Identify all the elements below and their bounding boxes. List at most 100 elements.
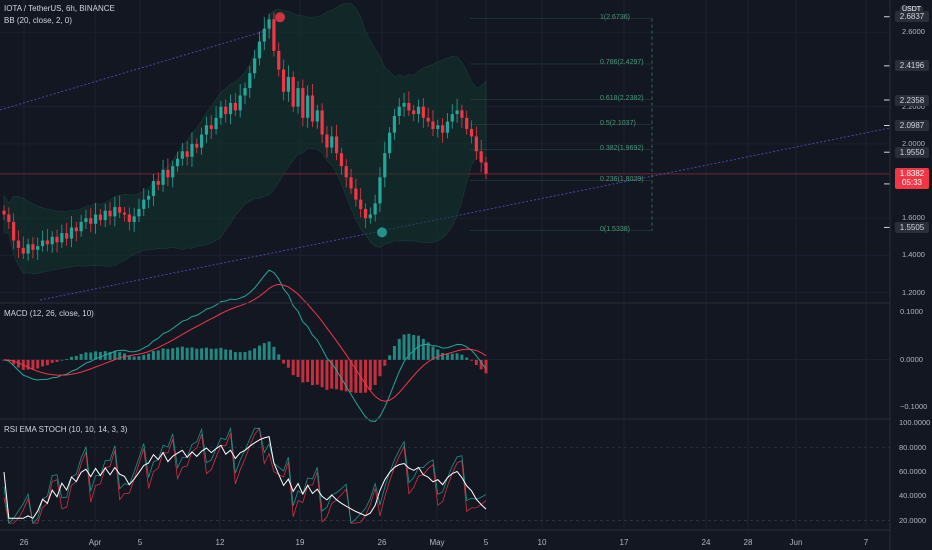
rsi-tick-label: 20.0000: [899, 515, 927, 525]
macd-histogram-bar: [484, 359, 488, 374]
rsi-line: [3, 436, 487, 519]
macd-histogram-bar: [214, 348, 218, 360]
macd-histogram-bar: [180, 346, 184, 360]
macd-histogram-bar: [392, 345, 396, 360]
macd-histogram-bar: [171, 348, 175, 360]
macd-tick-label: 0.0000: [900, 354, 923, 364]
candle-body: [441, 125, 445, 133]
macd-histogram-bar: [79, 354, 83, 360]
candle-body: [118, 207, 122, 213]
macd-histogram-bar: [354, 359, 358, 393]
time-tick-label: 5: [137, 538, 143, 547]
candle-body: [474, 136, 478, 152]
candle-body: [383, 153, 387, 178]
time-tick-label: 28: [743, 538, 753, 547]
macd-histogram-bar: [137, 356, 141, 360]
price-level-marker: 2.2358: [895, 94, 929, 106]
macd-histogram-bar: [426, 342, 430, 360]
candle-body: [65, 233, 69, 239]
candle-body: [156, 181, 160, 185]
candle-body: [436, 125, 440, 129]
candle-body: [431, 121, 435, 129]
macd-histogram-bar: [94, 351, 98, 360]
candle-body: [238, 95, 242, 111]
macd-legend[interactable]: MACD (12, 26, close, 10): [4, 309, 98, 318]
swing-high-marker: [275, 12, 285, 23]
macd-histogram-bar: [378, 359, 382, 377]
macd-histogram-bar: [185, 347, 189, 360]
macd-histogram-bar: [36, 359, 40, 369]
rsi-title[interactable]: RSI EMA STOCH (10, 10, 14, 3, 3): [4, 425, 128, 434]
candle-body: [190, 143, 194, 157]
bb-title[interactable]: BB (20, close, 2, 0): [4, 16, 73, 25]
rsi-legend[interactable]: RSI EMA STOCH (10, 10, 14, 3, 3): [4, 425, 131, 434]
macd-histogram-bar: [310, 359, 314, 386]
macd-histogram-bar: [108, 351, 112, 360]
candle-body: [195, 143, 199, 148]
candle-body: [277, 50, 281, 70]
candle-body: [16, 240, 21, 248]
candle-body: [151, 181, 156, 196]
macd-pane: [0, 269, 890, 422]
macd-histogram-bar: [383, 359, 387, 366]
candle-body: [450, 114, 454, 122]
fib-level-label: 0.618(2.2382): [600, 94, 644, 102]
candle-body: [21, 247, 25, 254]
macd-histogram-bar: [31, 359, 35, 370]
symbol-title[interactable]: IOTA / TetherUS, 6h, BINANCE: [4, 4, 115, 13]
candle-body: [2, 210, 6, 215]
macd-histogram-bar: [60, 359, 64, 361]
price-tick-label: 1.2000: [902, 287, 925, 297]
macd-title[interactable]: MACD (12, 26, close, 10): [4, 309, 94, 318]
candle-body: [147, 195, 151, 200]
candle-body: [79, 221, 83, 232]
macd-tick-label: −0.1000: [900, 402, 928, 412]
candle-body: [310, 95, 315, 122]
macd-histogram-bar: [417, 335, 421, 360]
candle-body: [142, 199, 146, 209]
price-tick-label: 1.6000: [902, 213, 925, 223]
macd-histogram-bar: [325, 359, 329, 390]
macd-histogram-bar: [98, 351, 102, 360]
macd-histogram-bar: [238, 352, 242, 360]
candle-body: [339, 153, 343, 167]
candle-body: [445, 121, 450, 133]
currency-badge[interactable]: USDT: [900, 6, 924, 13]
bb-legend[interactable]: BB (20, close, 2, 0): [4, 16, 76, 25]
macd-histogram-bar: [229, 349, 233, 360]
macd-histogram-bar: [349, 359, 353, 393]
candle-body: [296, 88, 300, 107]
rsi-tick-label: 100.0000: [899, 418, 931, 428]
candle-body: [243, 88, 247, 96]
macd-histogram-bar: [12, 359, 16, 365]
last-price-marker[interactable]: 1.8382 05:33: [895, 167, 929, 189]
macd-histogram-bar: [272, 346, 276, 360]
macd-histogram-bar: [156, 350, 160, 360]
candle-body: [359, 199, 363, 209]
candle-body: [113, 207, 117, 217]
candle-body: [40, 240, 45, 247]
candle-body: [455, 110, 459, 115]
candle-body: [368, 214, 372, 219]
candle-body: [306, 95, 310, 118]
time-tick-label: May: [429, 538, 445, 547]
candle-body: [334, 136, 339, 154]
macd-histogram-bar: [436, 349, 440, 360]
symbol-legend[interactable]: IOTA / TetherUS, 6h, BINANCE: [4, 4, 119, 13]
candle-body: [204, 125, 209, 135]
macd-histogram-bar: [55, 359, 59, 363]
fib-level-label: 0.382(1.9692): [600, 144, 644, 152]
time-tick-label: 5: [483, 538, 489, 547]
macd-histogram-bar: [45, 359, 49, 366]
candle-body: [262, 28, 266, 42]
candle-body: [354, 188, 358, 200]
macd-histogram-bar: [441, 352, 445, 360]
macd-histogram-bar: [455, 353, 459, 360]
candle-body: [45, 240, 49, 245]
candle-body: [325, 134, 329, 148]
candle-body: [469, 128, 474, 137]
macd-histogram-bar: [296, 359, 300, 378]
macd-histogram-bar: [132, 356, 136, 360]
price-level-marker: 2.6837: [895, 11, 929, 23]
